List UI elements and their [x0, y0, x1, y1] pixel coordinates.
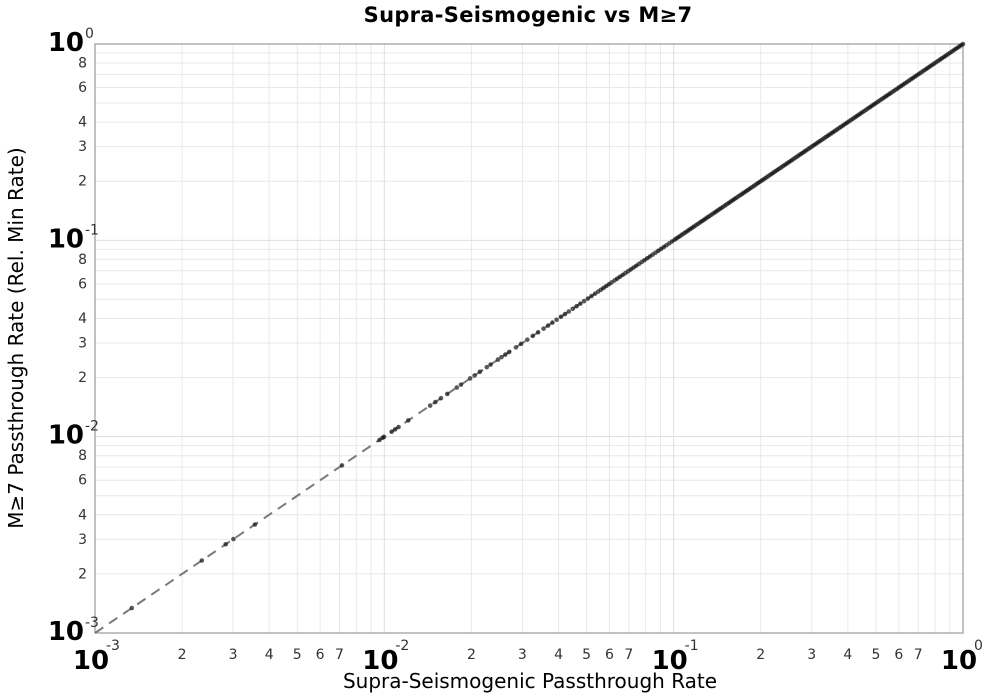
y-major-tick-label: 10 [48, 224, 84, 254]
y-minor-tick-label: 8 [78, 56, 87, 72]
x-minor-tick-label: 7 [624, 647, 633, 663]
y-major-tick-label: 10 [48, 421, 84, 451]
x-major-tick-exponent: -1 [685, 638, 699, 654]
x-minor-tick-label: 4 [843, 647, 852, 663]
y-minor-tick-label: 3 [78, 335, 87, 351]
x-axis-title: Supra-Seismogenic Passthrough Rate [342, 669, 718, 693]
y-minor-tick-label: 3 [78, 532, 87, 548]
minor-gridlines [95, 44, 963, 633]
y-major-tick-label: 10 [48, 617, 84, 647]
y-major-tick-exponent: -1 [85, 222, 99, 238]
x-minor-tick-label: 2 [756, 647, 765, 663]
x-major-tick-label: 10 [362, 646, 398, 676]
chart-title: Supra-Seismogenic vs M≥7 [363, 3, 693, 27]
x-minor-tick-label: 2 [467, 647, 476, 663]
x-minor-tick-label: 6 [894, 647, 903, 663]
x-minor-tick-label: 5 [293, 647, 302, 663]
x-minor-tick-label: 3 [229, 647, 238, 663]
y-minor-tick-label: 4 [78, 115, 87, 131]
y-minor-tick-label: 8 [78, 448, 87, 464]
y-minor-tick-label: 2 [78, 566, 87, 582]
x-minor-tick-label: 7 [914, 647, 923, 663]
y-minor-tick-label: 8 [78, 252, 87, 268]
x-minor-tick-label: 7 [335, 647, 344, 663]
plot-border [94, 43, 964, 634]
y-major-tick-exponent: -2 [85, 419, 99, 435]
y-minor-tick-label: 4 [78, 311, 87, 327]
y-major-tick-exponent: 0 [85, 26, 94, 42]
y-minor-tick-label: 6 [78, 80, 87, 96]
x-major-tick-exponent: -3 [106, 638, 120, 654]
x-minor-tick-label: 4 [265, 647, 274, 663]
y-major-tick-exponent: -3 [85, 615, 99, 631]
x-minor-tick-label: 5 [871, 647, 880, 663]
y-minor-tick-label: 4 [78, 507, 87, 523]
x-major-tick-exponent: -2 [395, 638, 409, 654]
x-minor-tick-label: 3 [807, 647, 816, 663]
x-minor-tick-label: 6 [605, 647, 614, 663]
x-major-tick-label: 10 [652, 646, 688, 676]
x-minor-tick-label: 6 [316, 647, 325, 663]
y-minor-tick-label: 6 [78, 473, 87, 489]
y-minor-tick-label: 2 [78, 370, 87, 386]
y-minor-tick-label: 3 [78, 139, 87, 155]
scatter-series [129, 41, 966, 611]
x-minor-tick-label: 5 [582, 647, 591, 663]
x-minor-tick-label: 3 [518, 647, 527, 663]
y-minor-tick-label: 6 [78, 276, 87, 292]
x-major-tick-label: 10 [73, 646, 109, 676]
x-minor-tick-label: 4 [554, 647, 563, 663]
x-major-tick-label: 10 [941, 646, 977, 676]
y-major-tick-label: 10 [48, 28, 84, 58]
x-minor-tick-label: 2 [178, 647, 187, 663]
y-minor-tick-label: 2 [78, 174, 87, 190]
major-gridlines [95, 44, 963, 633]
x-major-tick-exponent: 0 [974, 638, 983, 654]
y-axis-title: M≥7 Passthrough Rate (Rel. Min Rate) [4, 147, 28, 529]
